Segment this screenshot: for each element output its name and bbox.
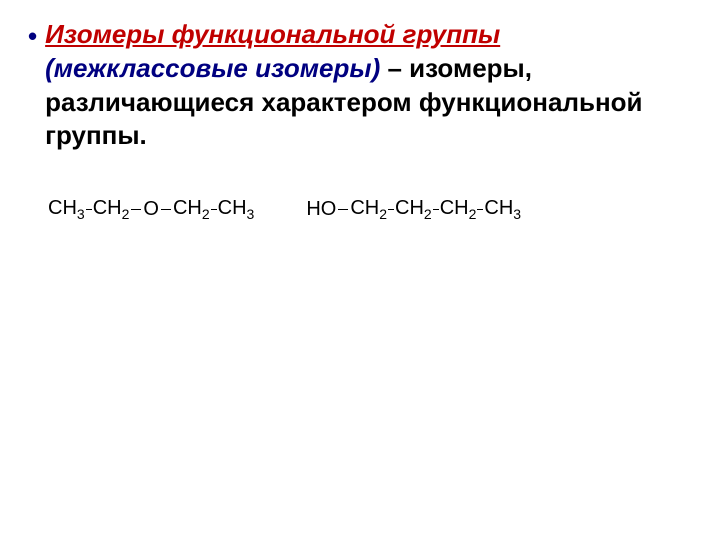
atom-group: CH2 <box>440 197 477 221</box>
bullet-marker: • <box>28 20 37 54</box>
definition-text: Изомеры функциональной группы (межклассо… <box>45 18 692 153</box>
atom-group: CH3 <box>484 197 521 221</box>
bullet-paragraph: • Изомеры функциональной группы (межклас… <box>28 18 692 153</box>
atom-group: CH2 <box>395 197 432 221</box>
atom-group: HO <box>306 198 336 221</box>
bond <box>211 209 217 210</box>
atom-group: CH2 <box>173 197 210 221</box>
bond <box>433 209 439 210</box>
connector-text: – <box>380 53 409 83</box>
bond <box>131 209 141 210</box>
formula-row: CH3 CH2 O CH2 CH3 HO CH2 CH2 CH2 CH3 <box>48 197 692 221</box>
term-text: Изомеры функциональной группы <box>45 19 500 49</box>
bond <box>477 209 483 210</box>
atom-group: O <box>143 198 159 221</box>
atom-group: CH2 <box>350 197 387 221</box>
bond <box>161 209 171 210</box>
molecule-alcohol: HO CH2 CH2 CH2 CH3 <box>306 197 521 221</box>
bond <box>86 209 92 210</box>
molecule-ether: CH3 CH2 O CH2 CH3 <box>48 197 254 221</box>
atom-group: CH3 <box>218 197 255 221</box>
atom-group: CH3 <box>48 197 85 221</box>
atom-group: CH2 <box>93 197 130 221</box>
bond <box>338 209 348 210</box>
bond <box>388 209 394 210</box>
subterm-text: (межклассовые изомеры) <box>45 53 380 83</box>
